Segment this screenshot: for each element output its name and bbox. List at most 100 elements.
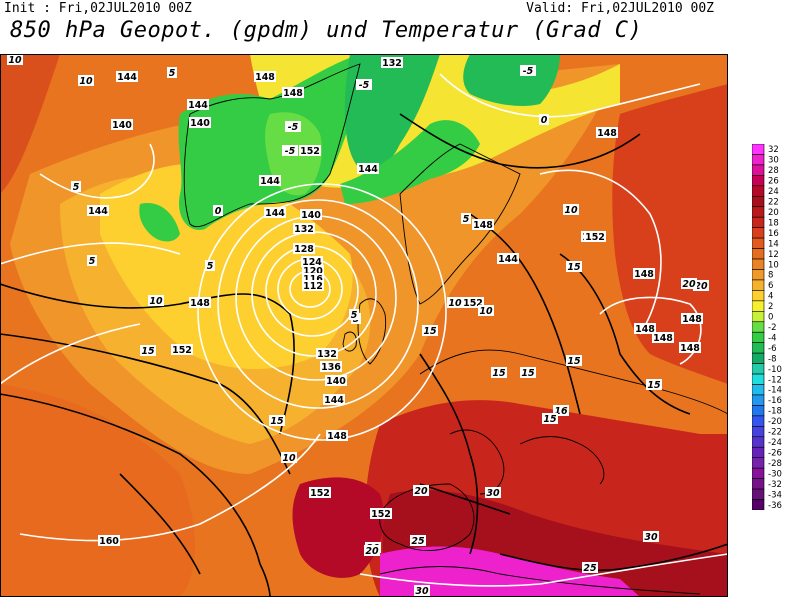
map-label-background [71,181,81,192]
colorbar-label: -10 [768,365,782,375]
colorbar-label: 2 [768,302,773,312]
colorbar-box [752,394,765,406]
geopotential-label: 148 [680,343,700,354]
colorbar-box [752,331,765,343]
map-label-background [282,87,304,98]
colorbar-label: 8 [768,271,773,281]
map-label-background [302,273,324,284]
colorbar-label: 6 [768,281,773,291]
geopotential-label: 152 [371,509,391,520]
map-label-background [254,71,276,82]
temperature-labels: 105-5055-5-51015515151510101615152030202… [7,54,709,597]
geopotential-label: 148 [327,431,347,442]
temperature-label: 15 [492,368,506,379]
colorbar-label: -22 [768,428,782,438]
colorbar-box [752,227,765,239]
map-label-background [293,223,315,234]
colorbar-box [752,290,765,302]
map-label-background [323,394,345,405]
map-label-background [78,75,94,86]
geopotential-label: 148 [634,269,654,280]
colorbar-box [752,269,765,281]
temperature-label: -5 [285,146,296,157]
colorbar-box [752,248,765,260]
map-label-background [584,231,606,242]
map-label-background [302,280,324,291]
map-label-background [422,325,438,336]
map-label-background [285,121,301,132]
colorbar-label: 4 [768,292,773,302]
map-label-background [187,99,209,110]
temperature-field-iberia [292,477,384,578]
colorbar-box [752,436,765,448]
map-label-background [497,253,519,264]
geopotential-label: 148 [255,72,275,83]
temperature-label: 0 [541,115,548,126]
map-label-background [293,243,315,254]
map-label-background [633,268,655,279]
colorbar-label: 30 [768,156,779,166]
map-label-background [302,265,324,276]
map-label-background [679,342,701,353]
map-label-background [681,313,703,324]
temperature-field-southwest [0,384,195,597]
geopotential-label: 132 [294,224,314,235]
colorbar-box [752,426,765,438]
map-label-background [357,163,379,174]
map-label-background [87,205,109,216]
geopotential-label: 144 [324,395,344,406]
map-label-background [652,332,674,343]
temperature-label: 0 [215,206,222,217]
geopotential-label: 120 [303,266,323,277]
map-label-background [189,297,211,308]
geopotential-label: 148 [473,220,493,231]
geopotential-label: 148 [597,128,617,139]
map-label-background [539,114,549,125]
temperature-label: 15 [141,346,155,357]
temperature-label: 10 [149,296,163,307]
map-label-background [349,309,359,320]
geopotential-label: 140 [326,376,346,387]
temperature-colorbar: 32302826242220181614121086420-2-4-6-8-10… [752,144,782,510]
temperature-label: 15 [567,356,581,367]
colorbar-box [752,279,765,291]
temperature-label: 30 [644,532,658,543]
map-label-background [98,535,120,546]
colorbar-box [752,373,765,385]
map-label-background [205,260,215,271]
map-label-background [116,71,138,82]
map-label-background [264,207,286,218]
geopotential-label: 152 [585,232,605,243]
map-label-background [566,355,582,366]
map-label-background [566,261,582,272]
map-label-background [413,485,429,496]
geopotential-label: 152 [463,298,483,309]
colorbar-box [752,478,765,490]
colorbar-box [752,363,765,375]
map-label-background [472,219,494,230]
map-label-background [478,305,494,316]
map-label-background [563,204,579,215]
temperature-field-green-west [139,203,180,242]
temperature-label: 5 [463,214,470,225]
temperature-label: 20 [682,279,696,290]
geopotential-label: 152 [172,345,192,356]
colorbar-label: 24 [768,187,779,197]
geopotential-label: 148 [653,333,673,344]
map-label-background [7,54,23,65]
map-label-background [643,531,659,542]
geopotential-label: 152 [310,488,330,499]
geopotential-label: 148 [190,298,210,309]
colorbar-box [752,216,765,228]
colorbar-box [752,300,765,312]
colorbar-box [752,342,765,354]
temperature-label: 5 [351,310,358,321]
colorbar-label: -36 [768,501,782,510]
geopotential-label: 140 [301,210,321,221]
geopotential-label: 140 [190,118,210,129]
colorbar-label: 28 [768,166,779,176]
temperature-label: 16 [554,406,568,417]
colorbar-label: -24 [768,438,782,448]
geopotential-labels: 144 148 132 140 144 148 144 140 152 144 144 144 140 1… [87,57,703,547]
colorbar-box [752,185,765,197]
